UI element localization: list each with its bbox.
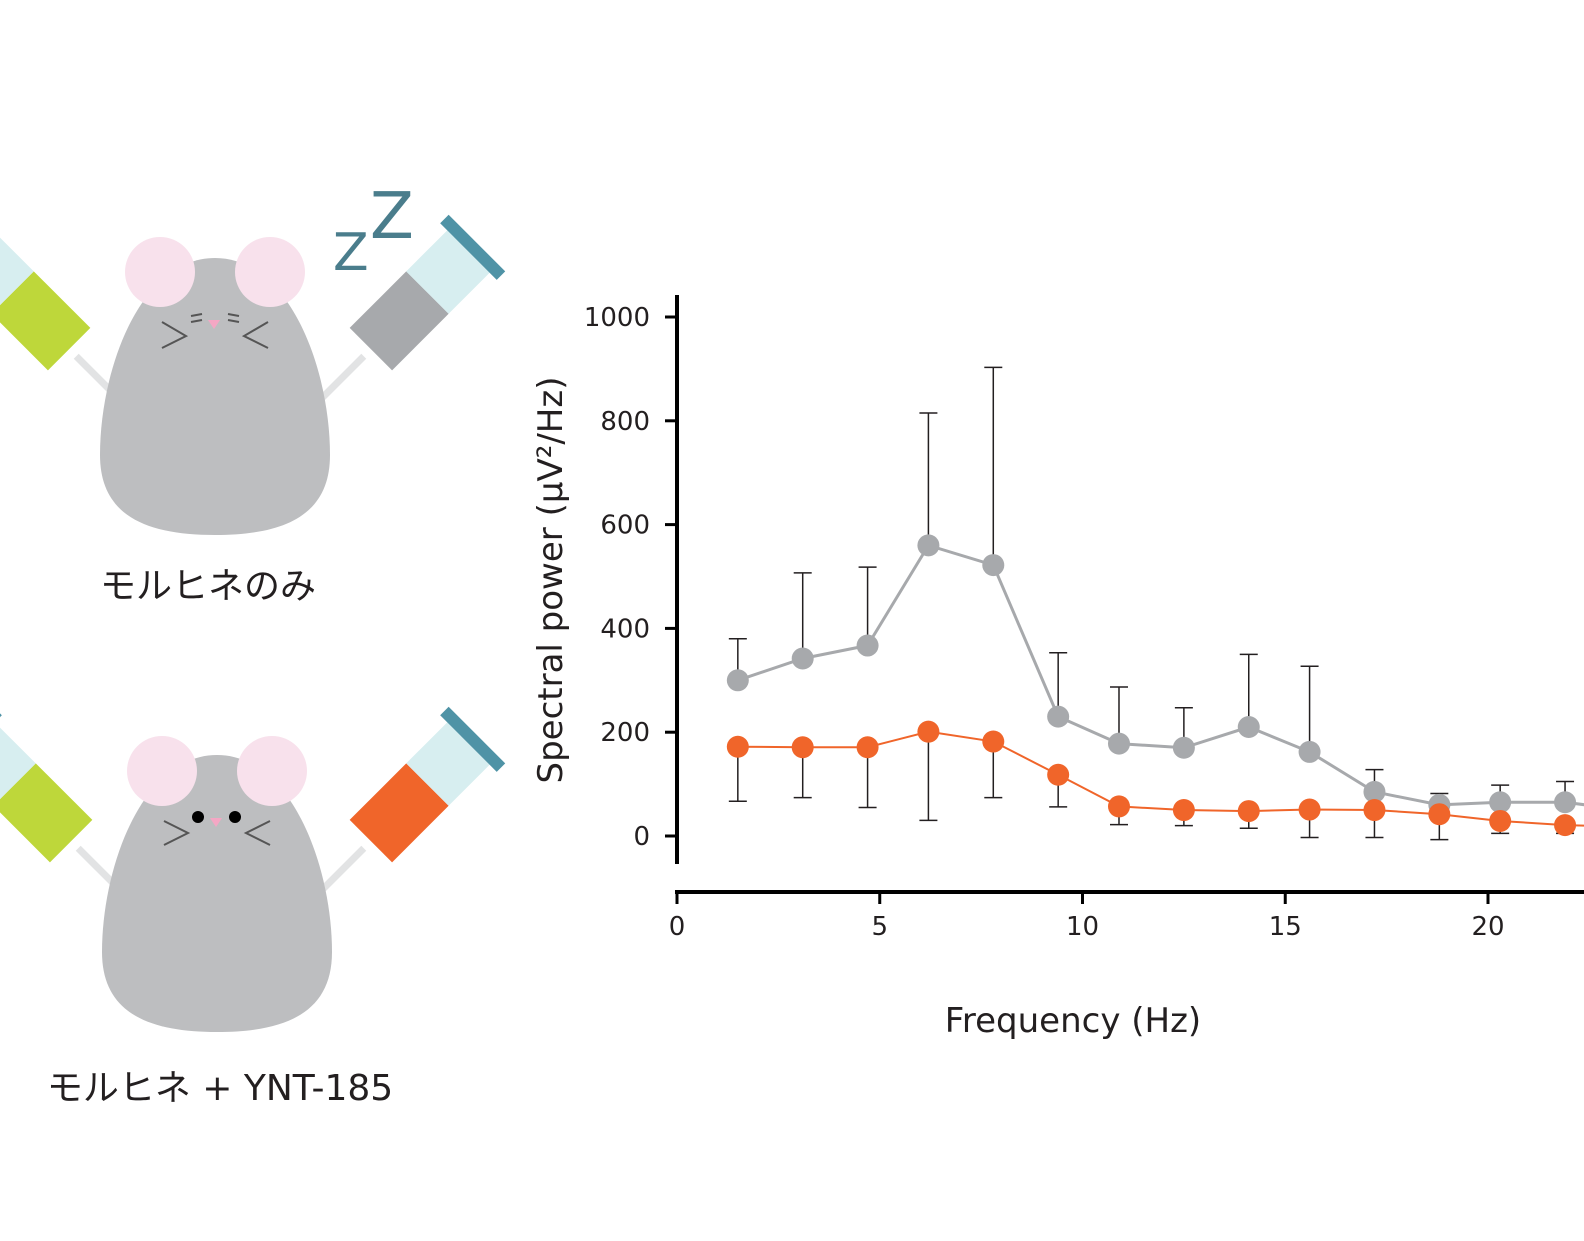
- data-point-gray: [982, 554, 1005, 577]
- ear-left: [125, 237, 195, 307]
- nose-icon: [208, 320, 220, 329]
- x-tick-label: 5: [871, 912, 888, 942]
- data-point-gray: [1107, 732, 1130, 755]
- y-tick-label: 0: [633, 822, 650, 852]
- x-tick-label: 0: [669, 912, 686, 942]
- data-point-gray: [1237, 716, 1260, 739]
- y-ticks: 0 200 400 600 800 1000: [584, 303, 677, 852]
- data-point-orange: [1107, 795, 1130, 818]
- ear-left: [127, 736, 197, 806]
- y-tick-label: 400: [600, 614, 650, 644]
- ear-right: [235, 237, 305, 307]
- error-bars: [728, 366, 1575, 841]
- whiskers-icon: [161, 321, 269, 349]
- label-morphine-only: モルヒネのみ: [100, 566, 316, 607]
- nose-icon: [210, 818, 222, 827]
- series-orange-line: [737, 730, 1584, 827]
- data-point-orange: [1554, 814, 1577, 837]
- mouse-body: [102, 755, 332, 1032]
- data-point-gray: [791, 647, 814, 670]
- open-eye-left-icon: [192, 811, 204, 823]
- sleep-z-large: Z: [370, 180, 414, 254]
- data-point-orange: [856, 736, 879, 759]
- data-point-orange: [917, 720, 940, 743]
- data-point-orange: [982, 730, 1005, 753]
- syringe-right-gray-icon: [304, 214, 506, 416]
- mouse-morphine-only: Z Z モルヒネのみ: [0, 180, 506, 607]
- ear-right: [237, 736, 307, 806]
- x-axis-title: Frequency (Hz): [945, 1001, 1201, 1041]
- y-tick-label: 600: [600, 511, 650, 541]
- data-point-gray: [1554, 791, 1577, 814]
- data-point-orange: [1428, 803, 1451, 826]
- series-gray-line: [737, 543, 1584, 807]
- y-tick-label: 800: [600, 407, 650, 437]
- x-tick-label: 15: [1269, 912, 1302, 942]
- closed-eyes-icon: [190, 313, 240, 323]
- label-morphine-ynt185: モルヒネ + YNT-185: [47, 1068, 393, 1109]
- whiskers-icon: [163, 820, 271, 846]
- data-point-orange: [726, 735, 749, 758]
- x-tick-label: 20: [1471, 912, 1504, 942]
- y-axis-title: Spectral power (µV²/Hz): [531, 377, 571, 784]
- x-tick-label: 10: [1066, 912, 1099, 942]
- data-point-orange: [1489, 809, 1512, 832]
- sleep-z-small: Z: [333, 223, 369, 283]
- data-point-gray: [856, 634, 879, 657]
- data-point-gray: [1489, 791, 1512, 814]
- data-point-gray: [726, 669, 749, 692]
- data-point-gray: [1298, 740, 1321, 763]
- data-point-orange: [791, 736, 814, 759]
- data-point-gray: [1172, 736, 1195, 759]
- data-point-orange: [1237, 800, 1260, 823]
- y-tick-label: 1000: [584, 303, 650, 333]
- series-lines: [737, 543, 1584, 827]
- data-point-orange: [1363, 799, 1386, 822]
- data-point-gray: [1047, 705, 1070, 728]
- data-point-orange: [1298, 798, 1321, 821]
- data-point-orange: [1047, 763, 1070, 786]
- data-point-gray: [1363, 780, 1386, 803]
- y-tick-label: 200: [600, 718, 650, 748]
- data-point-orange: [1172, 799, 1195, 822]
- x-ticks: 0510152025303540: [669, 892, 1505, 942]
- data-point-gray: [917, 534, 940, 557]
- mouse-body: [100, 258, 330, 535]
- series-points: [726, 534, 1577, 837]
- mouse-morphine-ynt185: モルヒネ + YNT-185: [0, 706, 506, 1109]
- open-eye-right-icon: [229, 811, 241, 823]
